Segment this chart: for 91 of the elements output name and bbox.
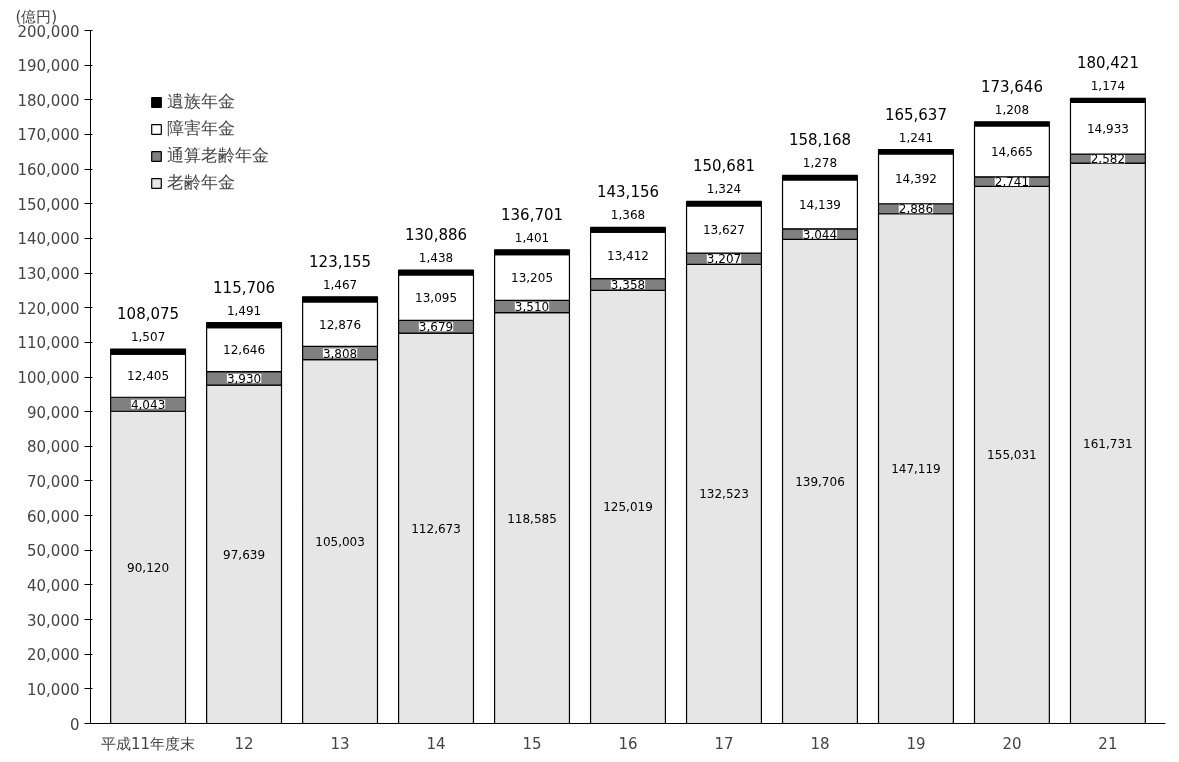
data-label: 14,392 [894,172,937,187]
y-tick-label: 130,000 [17,265,80,284]
data-label: 132,523 [699,487,749,502]
data-label: 3,679 [418,320,454,335]
total-label: 136,701 [501,205,564,224]
data-label: 14,139 [798,197,841,212]
data-label: 12,405 [127,369,170,384]
x-tick-label: 21 [1098,734,1118,753]
x-tick-label: 19 [906,734,926,753]
data-label: 3,930 [226,371,262,386]
data-label: 13,095 [415,291,458,306]
y-tick-label: 190,000 [17,57,80,76]
data-label: 2,886 [898,202,934,217]
y-tick-label: 90,000 [27,403,80,422]
data-label: 2,741 [994,175,1030,190]
x-tick-label: 20 [1002,734,1022,753]
total-label: 180,421 [1076,54,1139,73]
total-label: 108,075 [117,305,180,324]
legend-label: 障害年金 [167,117,235,140]
y-tick-label: 0 [69,715,80,734]
data-label: 14,665 [990,144,1033,159]
data-label: 1,278 [802,156,838,171]
total-label: 150,681 [692,157,755,176]
data-label: 155,031 [987,448,1037,463]
y-tick-label: 60,000 [27,507,80,526]
data-label: 4,043 [130,397,166,412]
y-tick-label: 170,000 [17,126,80,145]
legend-label: 老齢年金 [167,171,235,194]
y-tick-label: 30,000 [27,611,80,630]
x-tick-label: 18 [810,734,830,753]
data-label: 13,205 [511,271,554,286]
data-label: 2,582 [1090,152,1126,167]
data-label: 1,368 [610,208,646,223]
total-label: 165,637 [884,105,947,124]
x-tick-label: 平成11年度末 [101,734,196,753]
x-tick-label: 13 [330,734,350,753]
x-tick-label: 17 [714,734,734,753]
data-label: 3,510 [514,300,550,315]
data-label: 13,412 [607,248,650,263]
y-tick-label: 80,000 [27,438,80,457]
y-tick-label: 10,000 [27,680,80,699]
y-tick-label: 120,000 [17,299,80,318]
data-label: 1,467 [322,277,358,292]
data-label: 1,241 [898,130,934,145]
data-label: 125,019 [603,500,653,515]
total-label: 123,155 [309,252,372,271]
data-label: 13,627 [702,223,745,238]
legend-label: 遺族年金 [167,90,235,113]
data-label: 1,324 [706,182,742,197]
data-label: 161,731 [1083,436,1133,451]
y-tick-label: 160,000 [17,161,80,180]
data-label: 118,585 [507,511,557,526]
y-tick-label: 70,000 [27,472,80,491]
data-label: 12,876 [319,317,362,332]
x-tick-label: 12 [234,734,254,753]
y-tick-label: 180,000 [17,91,80,110]
total-label: 158,168 [788,131,851,150]
data-label: 12,646 [223,343,266,358]
data-label: 90,120 [127,560,170,575]
total-label: 115,706 [213,278,276,297]
data-label: 1,438 [418,250,454,265]
data-label: 97,639 [223,547,266,562]
y-tick-label: 110,000 [17,334,80,353]
y-tick-label: 150,000 [17,195,80,214]
y-tick-label: 140,000 [17,230,80,249]
x-tick-label: 14 [426,734,446,753]
y-tick-label: 40,000 [27,576,80,595]
x-tick-label: 15 [522,734,542,753]
data-label: 14,933 [1086,121,1129,136]
data-label: 3,358 [610,277,646,292]
data-label: 1,491 [226,303,262,318]
data-label: 105,003 [315,535,365,550]
y-tick-label: 100,000 [17,369,80,387]
data-label: 3,808 [322,346,358,361]
x-tick-label: 16 [618,734,638,753]
data-label: 3,044 [802,227,838,242]
data-label: 3,207 [706,252,742,267]
data-label: 1,507 [130,330,166,345]
data-label: 1,208 [994,102,1030,117]
y-axis-title: (億円) [15,7,58,26]
data-label: 1,174 [1090,79,1126,94]
y-tick-label: 20,000 [27,646,80,665]
data-label: 147,119 [891,462,941,477]
y-tick-label: 50,000 [27,542,80,561]
data-label: 112,673 [411,521,461,536]
total-label: 130,886 [405,225,468,244]
legend-label: 通算老齢年金 [167,144,269,167]
data-label: 139,706 [795,474,845,489]
total-label: 173,646 [980,77,1043,96]
data-label: 1,401 [514,230,550,245]
total-label: 143,156 [596,183,660,202]
